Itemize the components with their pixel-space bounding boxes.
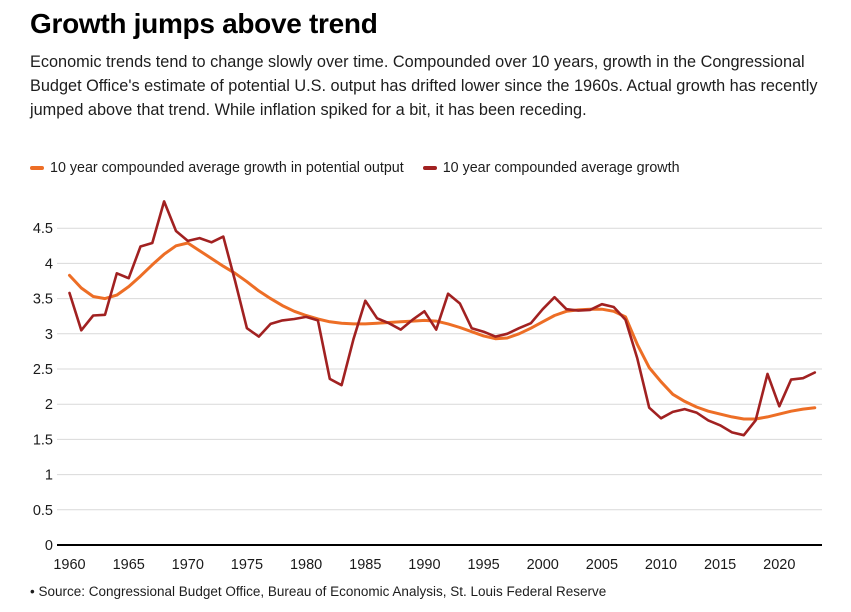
y-tick-label: 0.5 (33, 503, 53, 519)
y-tick-label: 3.5 (33, 292, 53, 308)
x-tick-label: 1995 (467, 557, 499, 573)
legend-item-actual: 10 year compounded average growth (422, 160, 680, 176)
y-tick-label: 3 (45, 327, 53, 343)
legend-label-potential: 10 year compounded average growth in pot… (50, 160, 404, 176)
x-tick-label: 1990 (408, 557, 440, 573)
y-tick-label: 4 (45, 256, 53, 272)
x-tick-label: 1975 (231, 557, 263, 573)
y-tick-label: 1.5 (33, 432, 53, 448)
x-tick-label: 1965 (113, 557, 145, 573)
x-tick-label: 1960 (53, 557, 85, 573)
y-tick-label: 0 (45, 538, 53, 554)
x-tick-label: 2010 (645, 557, 677, 573)
chart-description: Economic trends tend to change slowly ov… (30, 53, 818, 119)
x-tick-label: 1985 (349, 557, 381, 573)
y-tick-label: 4.5 (33, 221, 53, 237)
legend-swatch-potential-icon (30, 166, 44, 170)
page-title: Growth jumps above trend (30, 8, 378, 39)
y-tick-label: 2.5 (33, 362, 53, 378)
x-tick-label: 2000 (527, 557, 559, 573)
series-line-actual (68, 200, 817, 437)
x-tick-label: 1980 (290, 557, 322, 573)
series-line-potential (68, 241, 817, 421)
source-note: • Source: Congressional Budget Office, B… (30, 584, 607, 599)
x-tick-label: 2005 (586, 557, 618, 573)
legend-swatch-actual-icon (422, 166, 437, 170)
y-tick-label: 2 (45, 397, 53, 413)
x-tick-label: 2015 (704, 557, 736, 573)
legend-label-actual: 10 year compounded average growth (442, 160, 680, 176)
legend: 10 year compounded average growth in pot… (30, 160, 680, 176)
y-tick-label: 1 (45, 468, 53, 484)
legend-item-potential: 10 year compounded average growth in pot… (30, 160, 404, 176)
x-tick-label: 2020 (763, 557, 795, 573)
x-tick-label: 1970 (172, 557, 204, 573)
